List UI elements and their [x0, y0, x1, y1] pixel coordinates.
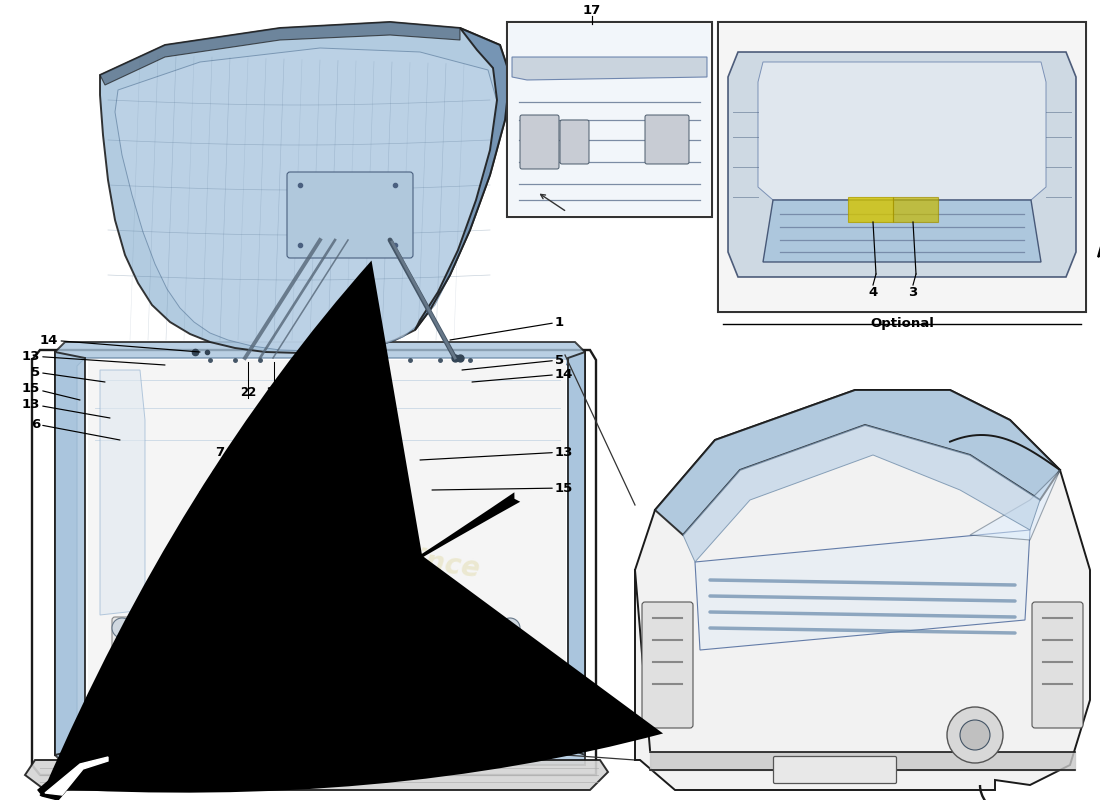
FancyBboxPatch shape [1032, 602, 1084, 728]
FancyBboxPatch shape [773, 757, 896, 783]
FancyBboxPatch shape [509, 24, 710, 215]
Text: 13: 13 [22, 350, 165, 365]
Polygon shape [568, 352, 585, 755]
Polygon shape [116, 48, 498, 351]
Polygon shape [893, 197, 938, 222]
Polygon shape [848, 197, 893, 222]
FancyBboxPatch shape [88, 360, 566, 746]
FancyBboxPatch shape [642, 602, 693, 728]
Text: 5: 5 [31, 366, 104, 382]
Text: Optional: Optional [870, 318, 934, 330]
Text: 11: 11 [201, 538, 295, 551]
Text: 7: 7 [214, 446, 310, 458]
Text: 15: 15 [432, 482, 573, 494]
Text: 4: 4 [868, 286, 878, 298]
Text: 12: 12 [191, 739, 209, 753]
Polygon shape [415, 28, 510, 330]
Polygon shape [635, 390, 1090, 790]
Text: 2: 2 [106, 742, 170, 760]
Text: 21: 21 [266, 386, 282, 398]
Polygon shape [39, 756, 108, 795]
Polygon shape [695, 530, 1030, 650]
Polygon shape [763, 200, 1041, 262]
Polygon shape [25, 760, 608, 790]
Text: 10: 10 [199, 511, 296, 525]
Polygon shape [654, 390, 1060, 535]
Polygon shape [970, 470, 1060, 540]
Polygon shape [512, 57, 707, 80]
FancyBboxPatch shape [258, 488, 342, 514]
Circle shape [497, 707, 522, 733]
Circle shape [109, 707, 135, 733]
Polygon shape [1098, 222, 1100, 270]
Text: 14: 14 [472, 367, 573, 382]
FancyBboxPatch shape [560, 120, 588, 164]
FancyBboxPatch shape [112, 617, 478, 718]
Polygon shape [758, 62, 1046, 200]
FancyBboxPatch shape [260, 466, 319, 490]
Circle shape [104, 662, 140, 698]
Polygon shape [683, 425, 1040, 562]
Text: 20: 20 [300, 386, 316, 398]
Circle shape [947, 707, 1003, 763]
Polygon shape [55, 352, 85, 755]
Text: 6: 6 [31, 418, 120, 440]
Text: 18: 18 [360, 386, 376, 398]
Text: 19: 19 [332, 386, 349, 398]
Polygon shape [728, 52, 1076, 277]
Text: 16: 16 [198, 490, 298, 502]
Circle shape [94, 672, 150, 728]
Text: 15: 15 [22, 382, 80, 400]
Text: 1: 1 [450, 315, 564, 340]
Circle shape [960, 720, 990, 750]
Text: 3: 3 [909, 286, 917, 298]
FancyBboxPatch shape [258, 516, 342, 538]
FancyBboxPatch shape [645, 115, 689, 164]
Text: 5: 5 [462, 354, 564, 370]
Polygon shape [55, 342, 585, 765]
FancyBboxPatch shape [287, 172, 412, 258]
Circle shape [492, 662, 528, 698]
Circle shape [500, 618, 520, 638]
Text: 8: 8 [235, 739, 244, 753]
Text: 13: 13 [420, 446, 573, 460]
Circle shape [112, 618, 132, 638]
Text: 9: 9 [211, 467, 295, 481]
Text: ferrari parts since: ferrari parts since [198, 517, 482, 583]
Polygon shape [100, 22, 460, 85]
FancyBboxPatch shape [720, 24, 1084, 310]
FancyBboxPatch shape [258, 543, 342, 563]
Text: 13: 13 [22, 398, 110, 418]
Polygon shape [40, 754, 108, 800]
Text: 22: 22 [240, 386, 256, 398]
Polygon shape [100, 370, 145, 615]
Polygon shape [77, 358, 568, 748]
FancyBboxPatch shape [718, 22, 1086, 312]
FancyBboxPatch shape [520, 115, 559, 169]
Polygon shape [32, 350, 596, 775]
Polygon shape [45, 757, 108, 795]
Polygon shape [100, 22, 510, 353]
FancyBboxPatch shape [282, 452, 353, 493]
Text: 17: 17 [583, 3, 601, 17]
Text: 14: 14 [40, 334, 200, 352]
FancyBboxPatch shape [507, 22, 712, 217]
